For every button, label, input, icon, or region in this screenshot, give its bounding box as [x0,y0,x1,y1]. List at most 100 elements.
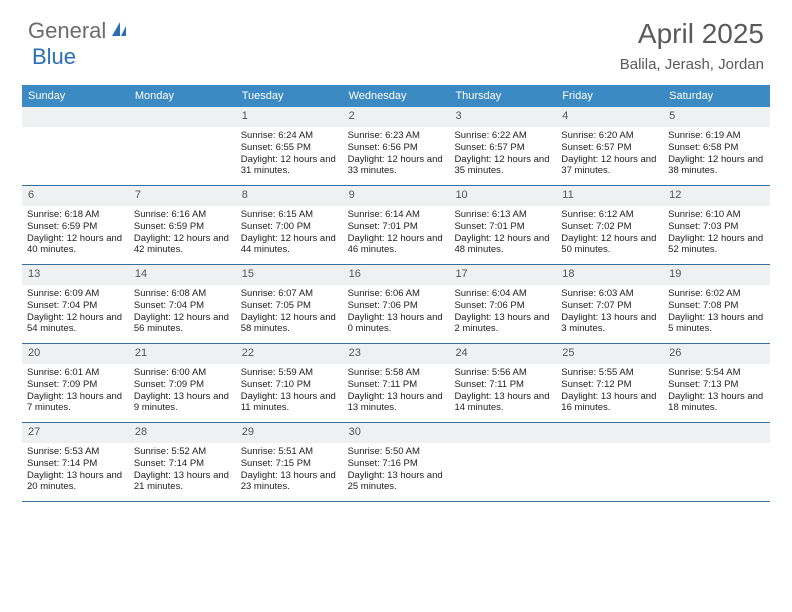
day-line: Sunset: 7:12 PM [561,379,658,391]
day-line: Sunrise: 5:50 AM [348,446,445,458]
month-title: April 2025 [620,18,764,50]
day-number: 7 [129,186,236,206]
day-cell [129,107,236,185]
day-line: Sunrise: 6:15 AM [241,209,338,221]
day-line: Sunrise: 6:20 AM [561,130,658,142]
day-line: Daylight: 13 hours and 0 minutes. [348,312,445,336]
day-content: Sunrise: 6:16 AMSunset: 6:59 PMDaylight:… [129,206,236,262]
day-line: Sunrise: 6:02 AM [668,288,765,300]
day-number: 18 [556,265,663,285]
day-number: 17 [449,265,556,285]
day-line: Sunset: 7:07 PM [561,300,658,312]
day-line: Sunrise: 6:23 AM [348,130,445,142]
day-line: Daylight: 12 hours and 40 minutes. [27,233,124,257]
day-cell: 25Sunrise: 5:55 AMSunset: 7:12 PMDayligh… [556,344,663,422]
day-cell: 18Sunrise: 6:03 AMSunset: 7:07 PMDayligh… [556,265,663,343]
day-number [556,423,663,443]
day-line: Sunset: 7:15 PM [241,458,338,470]
day-content: Sunrise: 5:55 AMSunset: 7:12 PMDaylight:… [556,364,663,420]
day-cell: 19Sunrise: 6:02 AMSunset: 7:08 PMDayligh… [663,265,770,343]
day-line: Sunrise: 6:08 AM [134,288,231,300]
day-cell: 23Sunrise: 5:58 AMSunset: 7:11 PMDayligh… [343,344,450,422]
day-header: Wednesday [343,85,450,107]
day-number [663,423,770,443]
day-line: Sunrise: 6:14 AM [348,209,445,221]
day-line: Daylight: 13 hours and 14 minutes. [454,391,551,415]
day-number: 16 [343,265,450,285]
day-content: Sunrise: 6:06 AMSunset: 7:06 PMDaylight:… [343,285,450,341]
location: Balila, Jerash, Jordan [620,56,764,73]
day-line: Sunrise: 6:07 AM [241,288,338,300]
day-content: Sunrise: 6:02 AMSunset: 7:08 PMDaylight:… [663,285,770,341]
logo-text-general: General [28,18,106,44]
day-content: Sunrise: 6:22 AMSunset: 6:57 PMDaylight:… [449,127,556,183]
day-line: Sunrise: 6:00 AM [134,367,231,379]
day-number: 14 [129,265,236,285]
logo-text-blue: Blue [32,44,76,69]
day-line: Sunset: 7:04 PM [27,300,124,312]
day-line: Daylight: 13 hours and 16 minutes. [561,391,658,415]
day-line: Sunset: 7:09 PM [27,379,124,391]
day-cell: 2Sunrise: 6:23 AMSunset: 6:56 PMDaylight… [343,107,450,185]
day-number: 9 [343,186,450,206]
day-header-row: SundayMondayTuesdayWednesdayThursdayFrid… [22,85,770,107]
day-line: Sunset: 6:58 PM [668,142,765,154]
day-line: Sunrise: 6:01 AM [27,367,124,379]
day-line: Sunset: 7:05 PM [241,300,338,312]
day-cell: 8Sunrise: 6:15 AMSunset: 7:00 PMDaylight… [236,186,343,264]
title-block: April 2025 Balila, Jerash, Jordan [620,18,764,73]
day-line: Daylight: 13 hours and 21 minutes. [134,470,231,494]
day-cell: 13Sunrise: 6:09 AMSunset: 7:04 PMDayligh… [22,265,129,343]
day-cell: 4Sunrise: 6:20 AMSunset: 6:57 PMDaylight… [556,107,663,185]
weeks-container: 1Sunrise: 6:24 AMSunset: 6:55 PMDaylight… [22,107,770,502]
day-line: Sunrise: 6:09 AM [27,288,124,300]
day-line: Sunrise: 6:24 AM [241,130,338,142]
day-line: Sunset: 7:01 PM [454,221,551,233]
day-content: Sunrise: 6:13 AMSunset: 7:01 PMDaylight:… [449,206,556,262]
day-line: Sunset: 7:02 PM [561,221,658,233]
day-cell: 21Sunrise: 6:00 AMSunset: 7:09 PMDayligh… [129,344,236,422]
day-line: Sunrise: 5:56 AM [454,367,551,379]
day-line: Sunset: 7:11 PM [348,379,445,391]
day-line: Sunset: 7:09 PM [134,379,231,391]
day-line: Sunset: 7:16 PM [348,458,445,470]
day-line: Sunset: 7:10 PM [241,379,338,391]
day-cell: 1Sunrise: 6:24 AMSunset: 6:55 PMDaylight… [236,107,343,185]
day-line: Sunrise: 5:59 AM [241,367,338,379]
day-line: Sunset: 7:00 PM [241,221,338,233]
day-line: Sunrise: 5:55 AM [561,367,658,379]
day-line: Sunset: 7:14 PM [27,458,124,470]
day-content: Sunrise: 6:15 AMSunset: 7:00 PMDaylight:… [236,206,343,262]
day-line: Sunrise: 6:18 AM [27,209,124,221]
day-number: 22 [236,344,343,364]
day-cell: 14Sunrise: 6:08 AMSunset: 7:04 PMDayligh… [129,265,236,343]
day-line: Sunrise: 6:03 AM [561,288,658,300]
day-content: Sunrise: 5:56 AMSunset: 7:11 PMDaylight:… [449,364,556,420]
day-line: Daylight: 12 hours and 38 minutes. [668,154,765,178]
day-cell: 28Sunrise: 5:52 AMSunset: 7:14 PMDayligh… [129,423,236,501]
day-line: Sunrise: 5:54 AM [668,367,765,379]
day-cell: 17Sunrise: 6:04 AMSunset: 7:06 PMDayligh… [449,265,556,343]
day-content: Sunrise: 5:58 AMSunset: 7:11 PMDaylight:… [343,364,450,420]
day-content: Sunrise: 6:19 AMSunset: 6:58 PMDaylight:… [663,127,770,183]
day-header: Thursday [449,85,556,107]
day-cell: 22Sunrise: 5:59 AMSunset: 7:10 PMDayligh… [236,344,343,422]
day-line: Sunset: 6:55 PM [241,142,338,154]
day-number: 24 [449,344,556,364]
day-number: 21 [129,344,236,364]
day-line: Sunset: 6:57 PM [454,142,551,154]
day-number: 10 [449,186,556,206]
day-header: Sunday [22,85,129,107]
day-cell: 29Sunrise: 5:51 AMSunset: 7:15 PMDayligh… [236,423,343,501]
day-content: Sunrise: 6:09 AMSunset: 7:04 PMDaylight:… [22,285,129,341]
day-line: Sunset: 7:13 PM [668,379,765,391]
day-content: Sunrise: 6:08 AMSunset: 7:04 PMDaylight:… [129,285,236,341]
day-number: 11 [556,186,663,206]
day-number: 19 [663,265,770,285]
day-number: 13 [22,265,129,285]
day-number [449,423,556,443]
logo-sail-icon [110,20,130,43]
day-line: Daylight: 12 hours and 44 minutes. [241,233,338,257]
day-content: Sunrise: 5:52 AMSunset: 7:14 PMDaylight:… [129,443,236,499]
day-content: Sunrise: 6:00 AMSunset: 7:09 PMDaylight:… [129,364,236,420]
